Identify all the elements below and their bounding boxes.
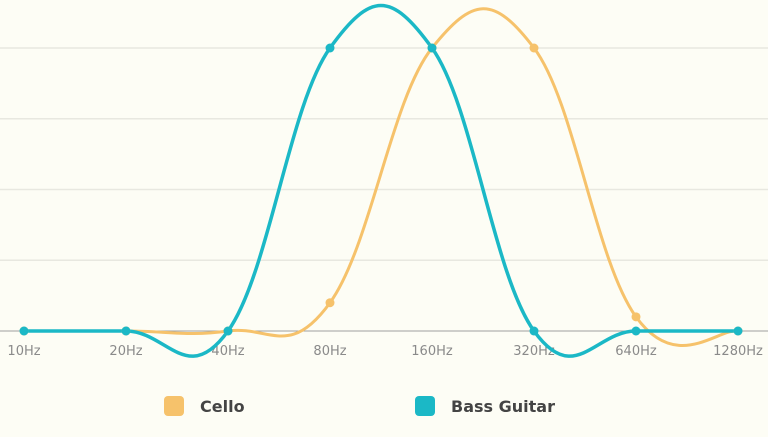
legend-label-cello: Cello (200, 396, 245, 416)
legend-label-bass-guitar: Bass Guitar (451, 396, 555, 416)
legend-item-bass-guitar[interactable]: Bass Guitar (415, 394, 555, 418)
legend: Cello Bass Guitar (0, 394, 768, 418)
data-point-bass-guitar[interactable] (631, 326, 641, 336)
data-point-cello[interactable] (325, 298, 335, 308)
series-lines (19, 4, 743, 358)
x-tick-label: 1280Hz (713, 344, 763, 359)
x-tick-label: 320Hz (513, 344, 555, 359)
legend-swatch-cello (164, 396, 184, 416)
legend-swatch-bass-guitar (415, 396, 435, 416)
series-line-bass-guitar (22, 4, 740, 358)
legend-item-cello[interactable]: Cello (164, 394, 245, 418)
data-point-bass-guitar[interactable] (325, 43, 335, 53)
x-axis-tick-labels: 10Hz 20Hz 40Hz 80Hz 160Hz 320Hz 640Hz 1280Hz (7, 344, 763, 359)
data-point-cello[interactable] (631, 312, 641, 322)
data-point-bass-guitar[interactable] (733, 326, 743, 336)
x-tick-label: 10Hz (7, 344, 40, 359)
x-tick-label: 640Hz (615, 344, 657, 359)
data-point-bass-guitar[interactable] (427, 43, 437, 53)
x-tick-label: 80Hz (313, 344, 346, 359)
data-point-cello[interactable] (529, 43, 539, 53)
series-line-cello (22, 7, 740, 347)
x-tick-label: 160Hz (411, 344, 453, 359)
data-point-bass-guitar[interactable] (223, 326, 233, 336)
x-tick-label: 40Hz (211, 344, 244, 359)
data-point-bass-guitar[interactable] (121, 326, 131, 336)
gridlines (0, 47, 768, 261)
data-point-bass-guitar[interactable] (529, 326, 539, 336)
line-chart: 10Hz 20Hz 40Hz 80Hz 160Hz 320Hz 640Hz 1280Hz (0, 4, 768, 359)
x-tick-label: 20Hz (109, 344, 142, 359)
data-point-bass-guitar[interactable] (19, 326, 29, 336)
